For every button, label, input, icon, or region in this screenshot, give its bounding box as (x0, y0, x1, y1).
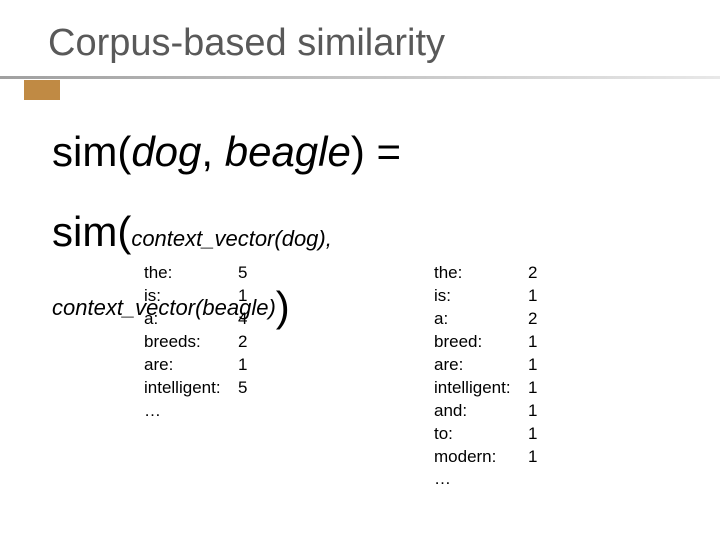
title-underline (0, 76, 720, 79)
vector-row: intelligent:1 (434, 377, 548, 400)
vector-key: breed: (434, 331, 528, 354)
vector-row: to:1 (434, 423, 548, 446)
vector-row: are:1 (144, 354, 258, 377)
vector-row: the:5 (144, 262, 258, 285)
vector-value: 1 (528, 285, 548, 308)
vector-key: is: (144, 285, 238, 308)
vector-value: 2 (528, 308, 548, 331)
close-eq: ) = (351, 128, 401, 175)
sim-func-open: sim( (52, 128, 131, 175)
vector-value: 1 (528, 446, 548, 469)
vector-value: 1 (528, 423, 548, 446)
vector-row: breeds:2 (144, 331, 258, 354)
vector-value: 5 (238, 262, 258, 285)
formula-line-1: sim(dog, beagle) = (52, 128, 401, 176)
vector-value: 1 (528, 377, 548, 400)
vector-row: is:1 (434, 285, 548, 308)
vector-right: the:2is:1a:2breed:1are:1intelligent:1and… (434, 262, 548, 491)
vector-row: are:1 (434, 354, 548, 377)
slide-title: Corpus-based similarity (48, 22, 445, 65)
vector-row: and:1 (434, 400, 548, 423)
vector-row: intelligent:5 (144, 377, 258, 400)
vector-key: a: (144, 308, 238, 331)
vector-value: 2 (238, 331, 258, 354)
arg-dog: dog (131, 128, 201, 175)
context-vector-dog: context_vector(dog) (131, 226, 325, 251)
vector-value: 2 (528, 262, 548, 285)
vector-value: 1 (238, 354, 258, 377)
vector-key: to: (434, 423, 528, 446)
close-paren: ) (276, 283, 290, 330)
vector-value: 1 (528, 400, 548, 423)
vector-row: modern:1 (434, 446, 548, 469)
vector-key: intelligent: (144, 377, 238, 400)
vector-value: 1 (528, 354, 548, 377)
vector-key: … (434, 468, 528, 491)
vector-key: intelligent: (434, 377, 528, 400)
vector-key: and: (434, 400, 528, 423)
vector-key: are: (144, 354, 238, 377)
vector-value (528, 468, 548, 491)
vector-value (238, 400, 258, 423)
vector-value: 5 (238, 377, 258, 400)
vector-key: are: (434, 354, 528, 377)
vector-key: is: (434, 285, 528, 308)
vector-row: a:2 (434, 308, 548, 331)
vector-row: is:1 (144, 285, 258, 308)
vector-left: the:5is:1a:4breeds:2are:1intelligent:5… (144, 262, 258, 423)
vector-key: modern: (434, 446, 528, 469)
vector-key: breeds: (144, 331, 238, 354)
vector-key: the: (434, 262, 528, 285)
vector-row: breed:1 (434, 331, 548, 354)
vector-row: the:2 (434, 262, 548, 285)
sim-func-open-2: sim( (52, 208, 131, 255)
vector-row: … (144, 400, 258, 423)
vector-key: … (144, 400, 238, 423)
comma-2: , (326, 226, 332, 251)
vector-key: a: (434, 308, 528, 331)
title-accent-box (24, 80, 60, 100)
vector-value: 1 (238, 285, 258, 308)
vector-value: 1 (528, 331, 548, 354)
vector-row: a:4 (144, 308, 258, 331)
vector-row: … (434, 468, 548, 491)
vector-key: the: (144, 262, 238, 285)
comma-1: , (201, 128, 224, 175)
vector-value: 4 (238, 308, 258, 331)
formula-line-2: sim(context_vector(dog), (52, 208, 332, 256)
arg-beagle: beagle (225, 128, 351, 175)
